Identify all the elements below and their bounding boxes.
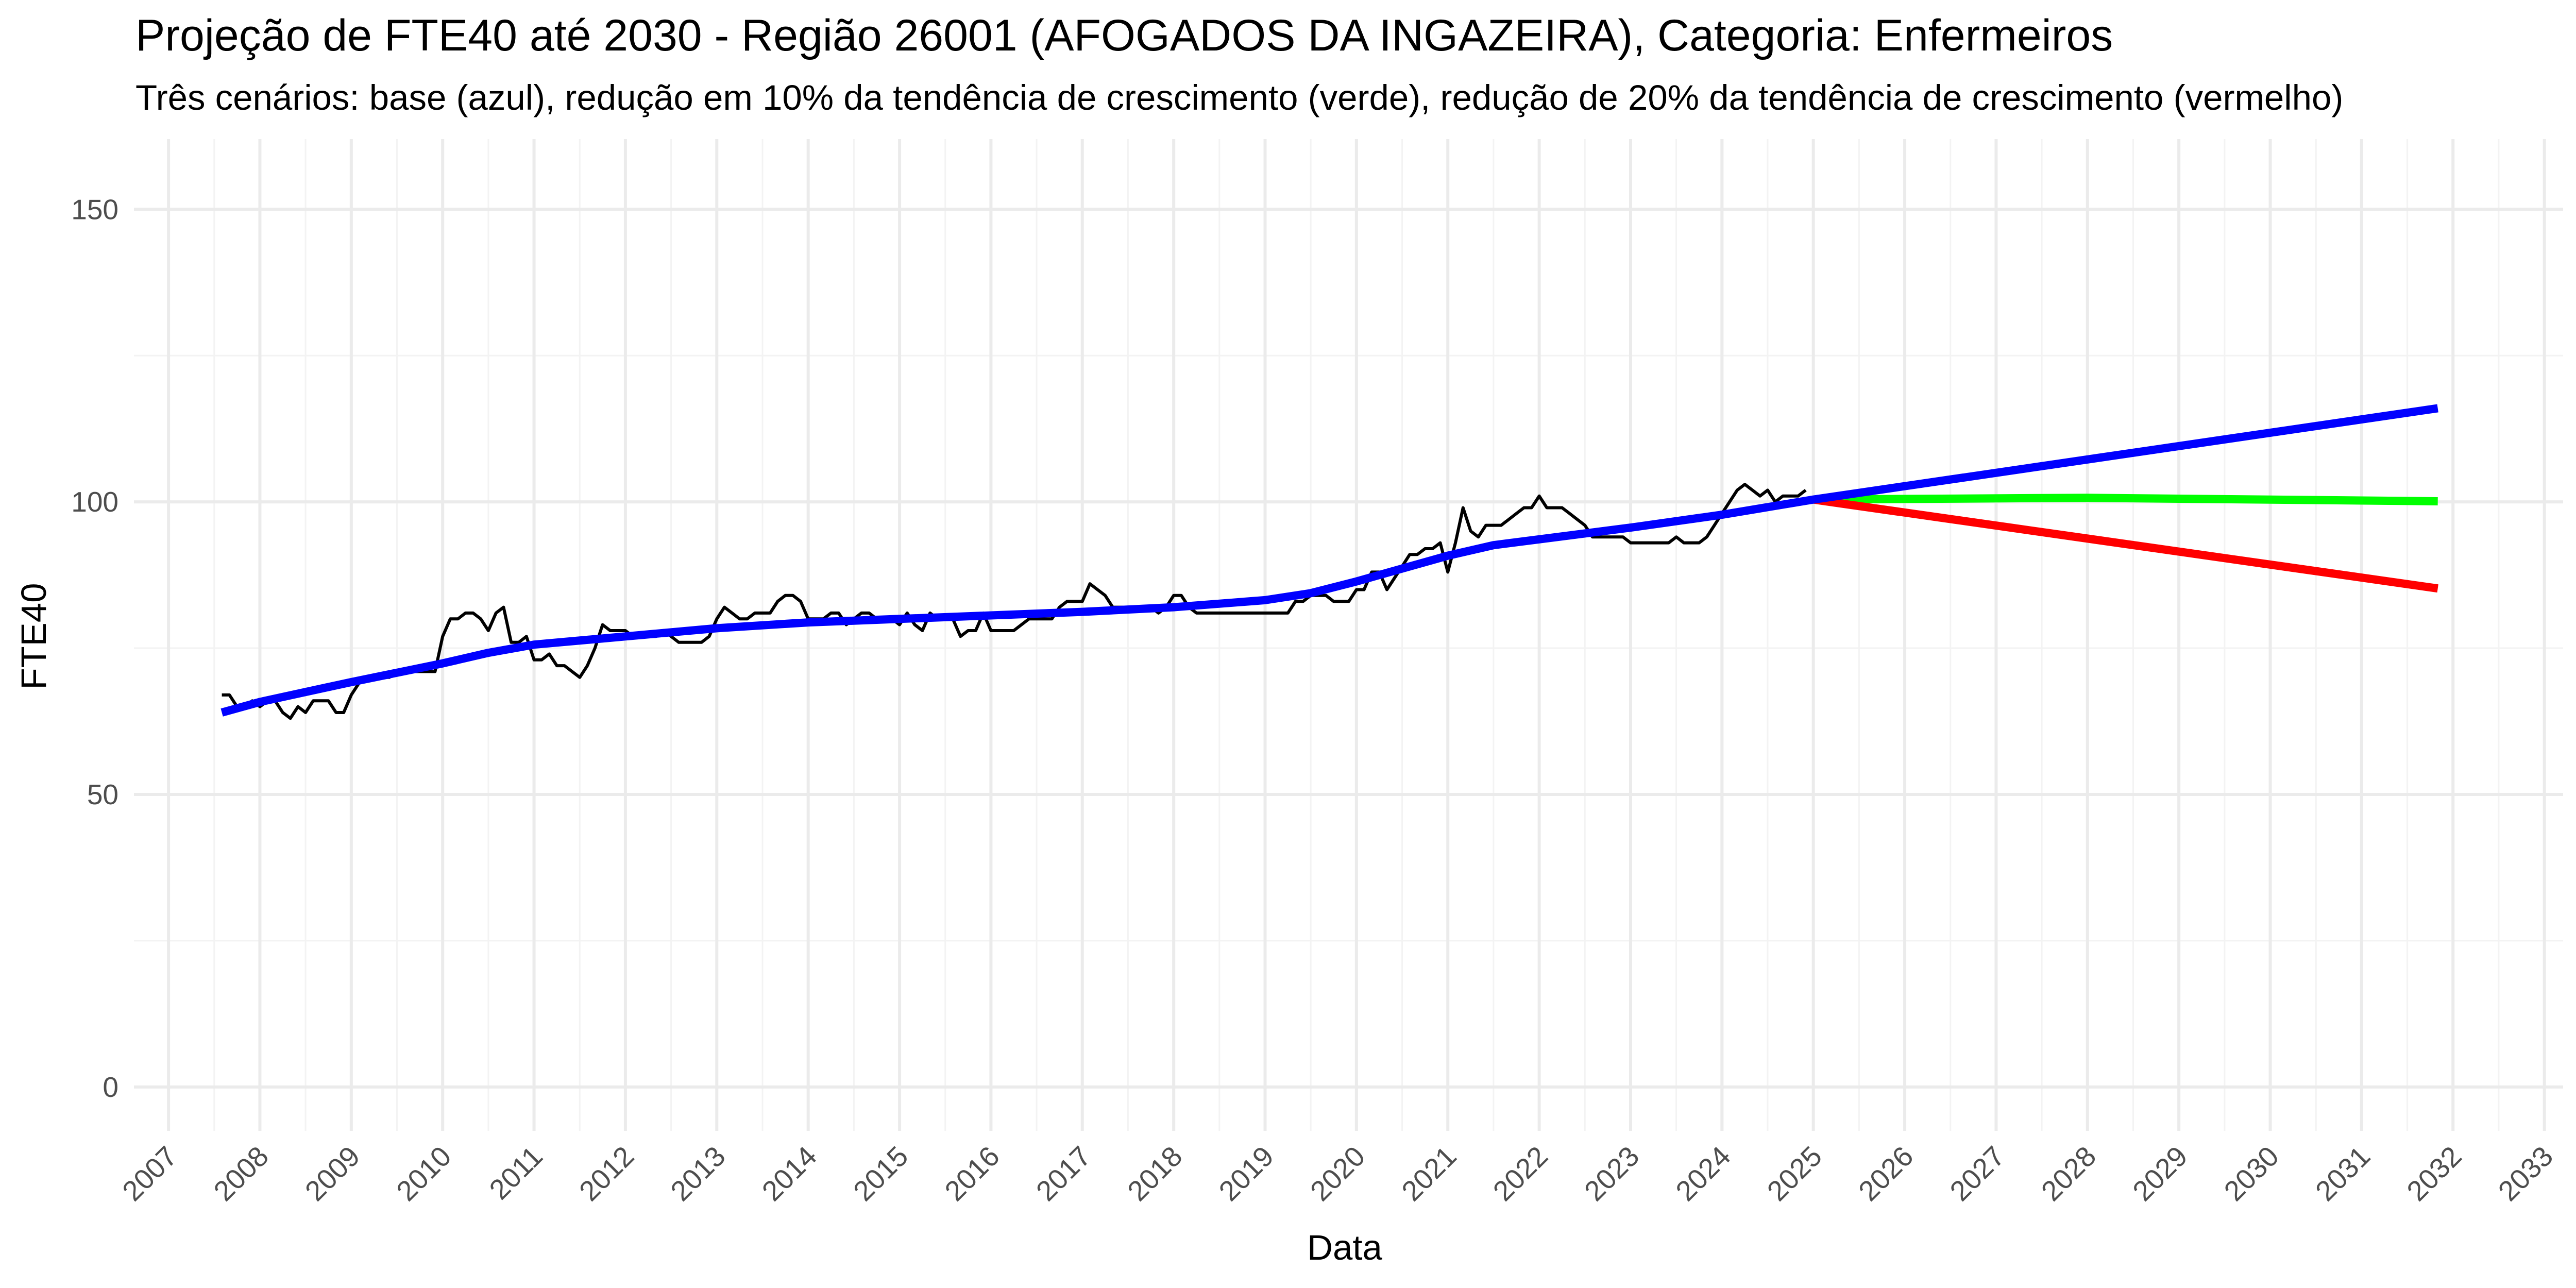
chart-subtitle: Três cenários: base (azul), redução em 1… [135, 78, 2343, 117]
chart-title: Projeção de FTE40 até 2030 - Região 2600… [135, 11, 2113, 60]
reduction-10-scenario-line [1813, 494, 2438, 505]
observed-series-line [222, 483, 1807, 720]
y-tick-label: 0 [103, 1071, 118, 1103]
grid [134, 139, 2563, 1131]
y-axis-title: FTE40 [14, 583, 54, 689]
y-axis-tick-labels: 0 50 100 150 [71, 193, 118, 1103]
y-tick-label: 100 [71, 486, 118, 518]
series-group [221, 404, 2438, 720]
y-tick-label: 50 [87, 778, 118, 810]
y-tick-label: 150 [71, 193, 118, 225]
x-axis-title: Data [1307, 1228, 1382, 1267]
base-scenario-line [221, 404, 2438, 717]
reduction-20-scenario-line [1812, 495, 2438, 593]
